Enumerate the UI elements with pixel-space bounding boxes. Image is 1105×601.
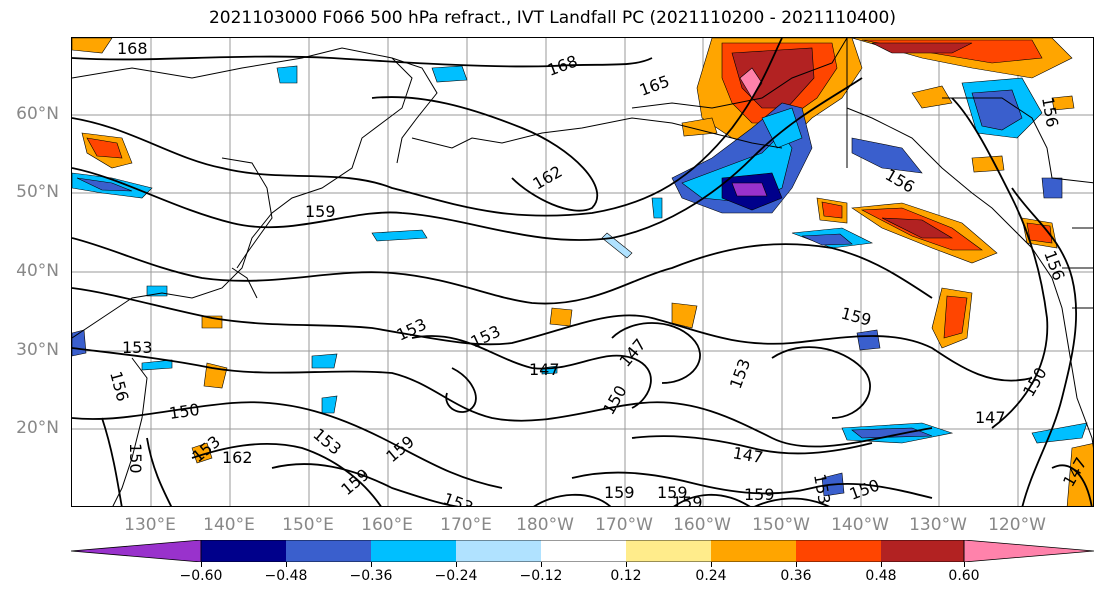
contour-label: 153 bbox=[122, 338, 153, 357]
contour-label: 147 bbox=[731, 443, 764, 467]
chart-title: 2021103000 F066 500 hPa refract., IVT La… bbox=[208, 8, 896, 28]
colorbar-outline bbox=[200, 540, 965, 562]
colorbar-segment bbox=[371, 540, 456, 562]
colorbar-tick-mark bbox=[711, 562, 712, 567]
contour-label: 165 bbox=[637, 71, 672, 99]
colorbar-tick-mark bbox=[371, 562, 372, 567]
contour-label: 159 bbox=[305, 202, 336, 221]
contour-labels: 168 168 165 162 159 159 156 153 153 156 … bbox=[106, 39, 1091, 507]
contour-label: 150 bbox=[847, 475, 882, 503]
colorbar-tick-mark bbox=[626, 562, 627, 567]
negative-shading bbox=[72, 65, 1088, 497]
lon-label-130e: 130°E bbox=[124, 515, 176, 535]
colorbar-tick-label: 0.24 bbox=[695, 568, 727, 584]
colorbar-tick-label: 0.36 bbox=[780, 568, 812, 584]
contour-label: 168 bbox=[545, 51, 580, 79]
colorbar-tick-mark bbox=[201, 562, 202, 567]
contour-label: 153 bbox=[468, 321, 504, 351]
colorbar-tick-label: 0.48 bbox=[865, 568, 897, 584]
contour-label: 150 bbox=[126, 443, 145, 474]
lon-label-140e: 140°E bbox=[203, 515, 255, 535]
contour-label: 150 bbox=[599, 382, 631, 418]
lon-label-160w: 160°W bbox=[673, 515, 731, 535]
colorbar-segment bbox=[626, 540, 711, 562]
contour-label: 159 bbox=[839, 304, 873, 330]
colorbar-segment bbox=[796, 540, 881, 562]
colorbar-tick-label: −0.48 bbox=[264, 568, 308, 584]
lat-label-30n: 30°N bbox=[16, 340, 59, 360]
contour-label: 153 bbox=[188, 432, 224, 466]
map-canvas: 168 168 165 162 159 159 156 153 153 156 … bbox=[72, 38, 1093, 507]
gridlines bbox=[72, 38, 1093, 506]
contour-label: 162 bbox=[530, 162, 566, 194]
refractivity-contours bbox=[72, 38, 1093, 506]
contour-label: 159 bbox=[604, 483, 635, 502]
colorbar-tick-label: −0.24 bbox=[434, 568, 478, 584]
colorbar-segment bbox=[201, 540, 286, 562]
contour-label: 153 bbox=[394, 314, 430, 344]
contour-label: 150 bbox=[168, 400, 201, 423]
colorbar-tick-label: 0.60 bbox=[948, 568, 980, 584]
colorbar-tick-label: −0.60 bbox=[179, 568, 223, 584]
colorbar bbox=[71, 540, 1094, 562]
map-panel: 168 168 165 162 159 159 156 153 153 156 … bbox=[71, 37, 1094, 507]
colorbar-tick-mark bbox=[796, 562, 797, 567]
colorbar-tick-mark bbox=[286, 562, 287, 567]
lat-label-20n: 20°N bbox=[16, 418, 59, 438]
contour-label: 156 bbox=[106, 369, 132, 403]
lat-label-50n: 50°N bbox=[16, 182, 59, 202]
contour-label: 153 bbox=[441, 489, 476, 507]
lon-label-120w: 120°W bbox=[988, 515, 1046, 535]
colorbar-tick-mark bbox=[881, 562, 882, 567]
colorbar-tick-mark bbox=[456, 562, 457, 567]
lon-label-150w: 150°W bbox=[752, 515, 810, 535]
colorbar-segment bbox=[286, 540, 371, 562]
contour-label: 147 bbox=[529, 360, 560, 379]
colorbar-tick-label: −0.36 bbox=[349, 568, 393, 584]
contour-label: 162 bbox=[222, 448, 253, 467]
colorbar-segment bbox=[881, 540, 964, 562]
contour-label: 168 bbox=[117, 39, 148, 58]
colorbar-upper-extend bbox=[963, 540, 1094, 562]
lon-label-170e: 170°E bbox=[440, 515, 492, 535]
lon-label-130w: 130°W bbox=[909, 515, 967, 535]
lon-label-180w: 180°W bbox=[516, 515, 574, 535]
colorbar-tick-label: 0.12 bbox=[610, 568, 642, 584]
lat-label-40n: 40°N bbox=[16, 261, 59, 281]
contour-label: 156 bbox=[1038, 95, 1062, 128]
coastlines bbox=[72, 38, 1093, 506]
lat-label-60n: 60°N bbox=[16, 104, 59, 124]
lon-label-140w: 140°W bbox=[831, 515, 889, 535]
colorbar-segment bbox=[456, 540, 541, 562]
colorbar-tick-mark bbox=[541, 562, 542, 567]
colorbar-lower-extend bbox=[71, 540, 202, 562]
contour-label: 147 bbox=[975, 408, 1006, 427]
colorbar-segment bbox=[711, 540, 796, 562]
colorbar-tick-label: −0.12 bbox=[519, 568, 563, 584]
contour-label: 153 bbox=[726, 356, 754, 391]
lon-label-150e: 150°E bbox=[282, 515, 334, 535]
contour-label: 156 bbox=[1040, 248, 1068, 283]
colorbar-tick-mark bbox=[964, 562, 965, 567]
contour-label: 159 bbox=[657, 483, 688, 502]
contour-label: 159 bbox=[672, 493, 703, 507]
contour-label: 159 bbox=[744, 485, 775, 504]
lon-label-170w: 170°W bbox=[595, 515, 653, 535]
lon-label-160e: 160°E bbox=[361, 515, 413, 535]
colorbar-segment bbox=[541, 540, 626, 562]
contour-label: 150 bbox=[1019, 364, 1051, 400]
